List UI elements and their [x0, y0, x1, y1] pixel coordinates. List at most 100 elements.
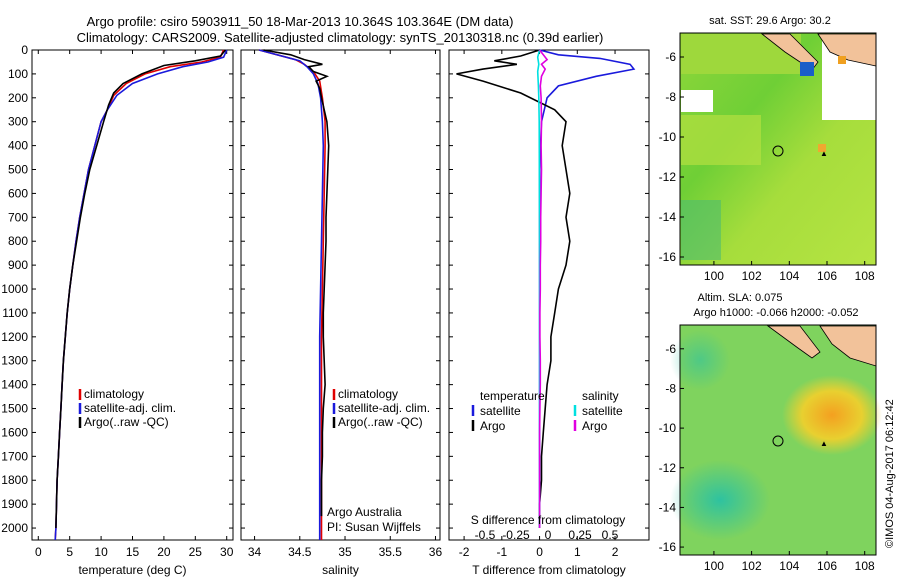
- s-tick-label: -0.25: [502, 528, 530, 542]
- x-tick-label: 15: [126, 545, 140, 559]
- map-y-tick-label: -10: [659, 130, 677, 144]
- map-x-tick-label: 104: [779, 269, 799, 283]
- y-tick-label: 1300: [1, 354, 28, 368]
- y-tick-label: 800: [8, 234, 28, 248]
- map-y-tick-label: -8: [665, 381, 676, 395]
- s-tick-label: 0.25: [568, 528, 592, 542]
- legend-label: satellite-adj. clim.: [338, 401, 430, 415]
- map-y-tick-label: -8: [665, 90, 676, 104]
- y-tick-label: 1400: [1, 378, 28, 392]
- map-y-tick-label: -6: [665, 342, 676, 356]
- legend-label: satellite: [582, 404, 623, 418]
- legend-label: Argo(..raw -QC): [338, 415, 423, 429]
- map-x-tick-label: 108: [855, 559, 875, 573]
- x-tick-label: 2: [612, 545, 619, 559]
- sst-hot-pixel: [838, 56, 846, 64]
- map-x-tick-label: 100: [704, 559, 724, 573]
- map-x-tick-label: 100: [704, 269, 724, 283]
- map-x-tick-label: 102: [742, 559, 762, 573]
- map-y-tick-label: -12: [659, 170, 677, 184]
- y-tick-label: 1000: [1, 282, 28, 296]
- plot-frame: [31, 49, 234, 541]
- series-line: [456, 49, 571, 528]
- legend-label: satellite: [480, 404, 521, 418]
- map-y-tick-label: -10: [659, 421, 677, 435]
- x-axis-label: T difference from climatology: [472, 563, 626, 577]
- difference-panel: -2 -1 0 1 2 T difference from climatology temp…: [448, 49, 650, 577]
- map-y-tick-label: -16: [659, 540, 677, 554]
- x-axis-label-2: S difference from climatology: [471, 513, 626, 527]
- x-tick-label: -2: [459, 545, 470, 559]
- sst-nodata: [681, 90, 713, 112]
- s-tick-label: 0.5: [602, 528, 619, 542]
- x-axis-label: salinity: [322, 563, 359, 577]
- y-tick-label: 100: [8, 67, 28, 81]
- annotation-line: Argo Australia: [327, 505, 402, 519]
- x-tick-label: 30: [220, 545, 234, 559]
- sla-argo-marker: [772, 435, 784, 447]
- sst-warm-band: [681, 115, 761, 165]
- s-tick-label: 0: [545, 528, 552, 542]
- legend-title: salinity: [582, 389, 619, 403]
- map-x-tick-label: 106: [817, 559, 837, 573]
- y-tick-label: 900: [8, 258, 28, 272]
- sst-map-axes: 100 102 104 106 108 -6 -8 -10 -12 -14 -16: [659, 32, 877, 283]
- legend-label: Argo(..raw -QC): [84, 415, 169, 429]
- series-line: [263, 49, 330, 517]
- y-tick-label: 2000: [1, 521, 28, 535]
- sla-map-axes: 100 102 104 106 108 -6 -8 -10 -12 -14 -16: [659, 324, 877, 573]
- y-tick-label: 1200: [1, 330, 28, 344]
- x-tick-label: 34.5: [288, 545, 312, 559]
- map-frame: [679, 324, 877, 556]
- sla-high: [782, 375, 882, 455]
- map-y-tick-label: -16: [659, 250, 677, 264]
- sst-cold-pixel: [800, 62, 814, 76]
- y-tick-label: 200: [8, 91, 28, 105]
- plot-frame: [448, 49, 650, 541]
- sla-island: ▲: [820, 439, 828, 448]
- y-tick-label: 700: [8, 210, 28, 224]
- y-tick-label: 1900: [1, 497, 28, 511]
- map-x-tick-label: 108: [855, 269, 875, 283]
- sla-map-label1: Altim. SLA: 0.075: [698, 292, 783, 304]
- x-tick-label: 5: [66, 545, 73, 559]
- x-tick-label: 35.5: [379, 545, 403, 559]
- map-x-tick-label: 102: [742, 269, 762, 283]
- sla-low: [670, 460, 770, 540]
- y-tick-label: 1700: [1, 449, 28, 463]
- y-tick-label: 1800: [1, 473, 28, 487]
- x-tick-label: 0: [35, 545, 42, 559]
- series-line: [538, 49, 549, 528]
- y-tick-label: 500: [8, 163, 28, 177]
- temperature-panel: 0100200300400500600700800900100011001200…: [1, 43, 233, 577]
- sla-map: Altim. SLA: 0.075 Argo h1000: -0.066 h20…: [670, 292, 882, 556]
- sst-map-label: sat. SST: 29.6 Argo: 30.2: [709, 15, 831, 27]
- map-x-tick-label: 106: [817, 269, 837, 283]
- x-tick-label: 0: [536, 545, 543, 559]
- sla-java-coast: [819, 325, 877, 367]
- sla-map-label2: Argo h1000: -0.066 h2000: -0.052: [693, 307, 858, 319]
- sla-sumatra-coast: [766, 325, 821, 359]
- s-tick-label: -0.5: [475, 528, 496, 542]
- legend-label: satellite-adj. clim.: [84, 401, 176, 415]
- annotation-line: PI: Susan Wijffels: [327, 520, 421, 534]
- credit-text: ©IMOS 04-Aug-2017 06:12:42: [884, 399, 896, 548]
- y-tick-label: 400: [8, 139, 28, 153]
- title-line2: Climatology: CARS2009. Satellite-adjuste…: [77, 30, 604, 45]
- y-tick-label: 0: [21, 43, 28, 57]
- legend-title: temperature: [480, 389, 545, 403]
- x-tick-label: 35: [338, 545, 352, 559]
- legend-label: climatology: [84, 387, 144, 401]
- x-tick-label: -1: [496, 545, 507, 559]
- sla-low-2: [670, 330, 730, 390]
- sst-small-hot: [818, 144, 826, 152]
- series-line: [55, 49, 227, 529]
- x-tick-label: 36: [429, 545, 443, 559]
- legend-label: climatology: [338, 387, 398, 401]
- sst-argo-marker: [772, 145, 784, 157]
- map-y-tick-label: -14: [659, 210, 677, 224]
- x-tick-label: 1: [574, 545, 581, 559]
- legend-label: Argo: [582, 419, 608, 433]
- y-tick-label: 1600: [1, 425, 28, 439]
